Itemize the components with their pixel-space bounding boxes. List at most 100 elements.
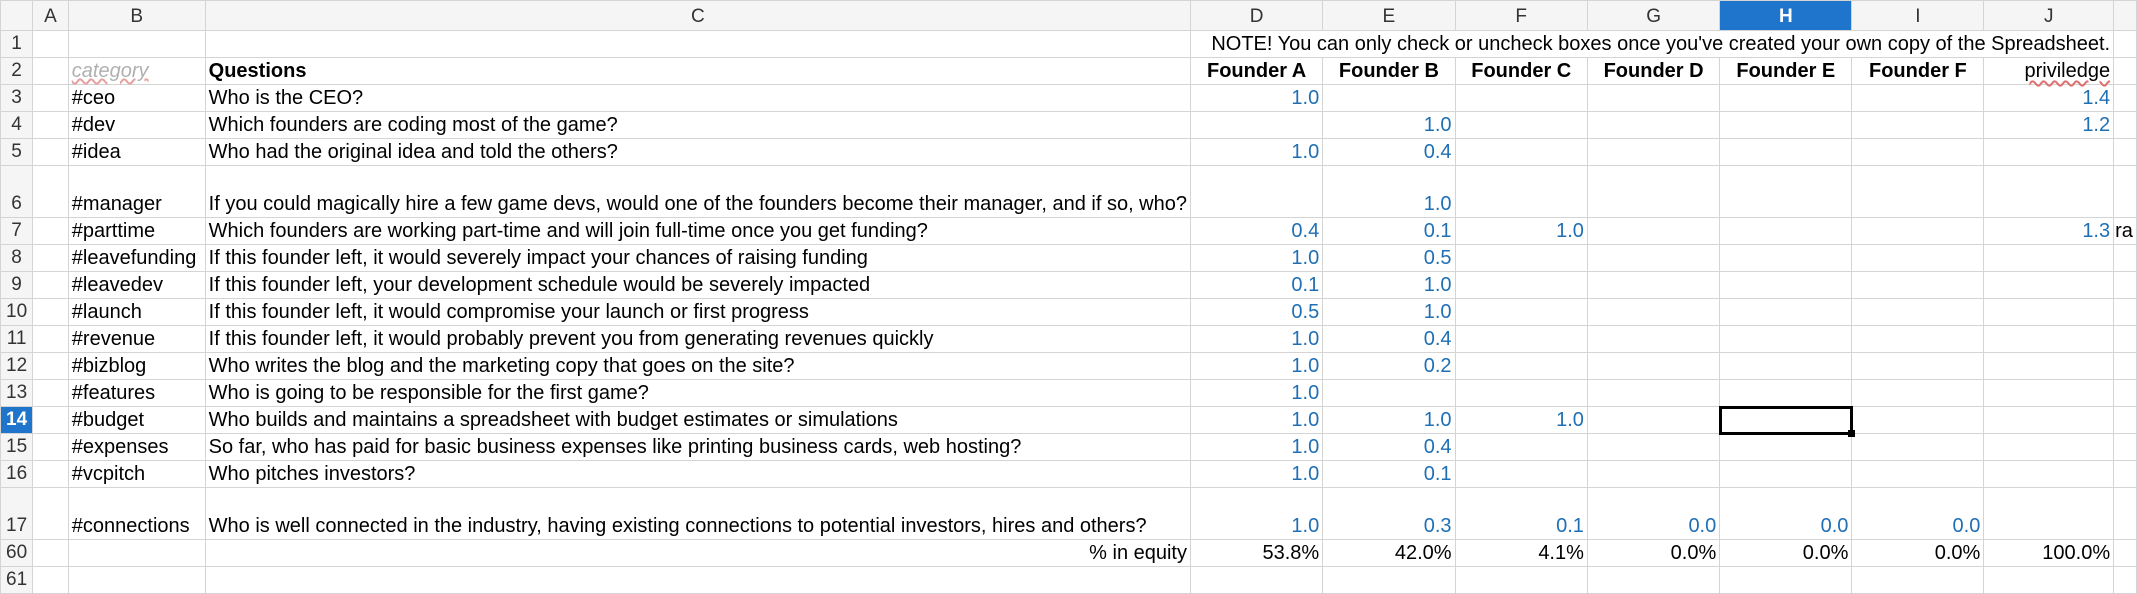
row-header[interactable]: 12	[0, 352, 34, 380]
cell[interactable]	[2113, 379, 2137, 407]
cell[interactable]	[32, 487, 69, 540]
priviledge-value[interactable]	[1983, 298, 2115, 326]
note-cell[interactable]: NOTE! You can only check or uncheck boxe…	[1189, 30, 2115, 58]
score-founder-a[interactable]: 0.5	[1189, 298, 1324, 326]
score-founder-e[interactable]	[1719, 460, 1853, 488]
cell[interactable]	[2113, 57, 2137, 85]
score-founder-e[interactable]	[1719, 111, 1853, 139]
cell[interactable]	[2113, 271, 2137, 299]
question-text[interactable]: Who builds and maintains a spreadsheet w…	[204, 406, 1192, 434]
equity-founder-a[interactable]: 53.8%	[1189, 539, 1324, 567]
question-text[interactable]: Which founders are coding most of the ga…	[204, 111, 1192, 139]
score-founder-f[interactable]	[1851, 352, 1985, 380]
question-text[interactable]: Who is well connected in the industry, h…	[204, 487, 1192, 540]
priviledge-value[interactable]	[1983, 487, 2115, 540]
score-founder-a[interactable]: 1.0	[1189, 460, 1324, 488]
score-founder-c[interactable]	[1454, 352, 1588, 380]
cell[interactable]	[1851, 566, 1985, 594]
equity-founder-f[interactable]: 0.0%	[1851, 539, 1985, 567]
score-founder-b[interactable]: 0.5	[1322, 244, 1456, 272]
score-founder-a[interactable]	[1189, 165, 1324, 218]
score-founder-a[interactable]	[1189, 111, 1324, 139]
score-founder-f[interactable]	[1851, 271, 1985, 299]
cell[interactable]	[1719, 566, 1853, 594]
score-founder-c[interactable]: 1.0	[1454, 217, 1588, 245]
score-founder-b[interactable]: 0.3	[1322, 487, 1456, 540]
score-founder-d[interactable]	[1586, 460, 1721, 488]
row-header[interactable]: 5	[0, 138, 34, 166]
question-text[interactable]: So far, who has paid for basic business …	[204, 433, 1192, 461]
question-text[interactable]: Which founders are working part-time and…	[204, 217, 1192, 245]
score-founder-d[interactable]	[1586, 433, 1721, 461]
score-founder-c[interactable]	[1454, 244, 1588, 272]
priviledge-value[interactable]: 1.2	[1983, 111, 2115, 139]
equity-founder-c[interactable]: 4.1%	[1454, 539, 1588, 567]
equity-founder-d[interactable]: 0.0%	[1586, 539, 1721, 567]
question-text[interactable]: Who writes the blog and the marketing co…	[204, 352, 1192, 380]
category-tag[interactable]: #leavedev	[67, 271, 206, 299]
cell[interactable]	[1322, 566, 1456, 594]
category-tag[interactable]: #idea	[67, 138, 206, 166]
score-founder-d[interactable]	[1586, 379, 1721, 407]
cell[interactable]	[32, 138, 69, 166]
priviledge-value[interactable]	[1983, 460, 2115, 488]
row-header[interactable]: 60	[0, 539, 34, 567]
category-tag[interactable]: #revenue	[67, 325, 206, 353]
cell[interactable]	[1586, 566, 1721, 594]
cell[interactable]	[2113, 138, 2137, 166]
score-founder-e[interactable]	[1719, 165, 1853, 218]
priviledge-value[interactable]	[1983, 379, 2115, 407]
score-founder-c[interactable]	[1454, 298, 1588, 326]
row-header[interactable]: 14	[0, 406, 34, 434]
priviledge-value[interactable]	[1983, 325, 2115, 353]
cell[interactable]	[32, 111, 69, 139]
score-founder-c[interactable]	[1454, 138, 1588, 166]
row-header[interactable]: 17	[0, 487, 34, 540]
cell[interactable]	[2113, 298, 2137, 326]
category-tag[interactable]: #expenses	[67, 433, 206, 461]
row-header[interactable]: 9	[0, 271, 34, 299]
priviledge-value[interactable]	[1983, 433, 2115, 461]
score-founder-e[interactable]	[1719, 433, 1853, 461]
question-text[interactable]: If this founder left, it would severely …	[204, 244, 1192, 272]
score-founder-a[interactable]: 1.0	[1189, 379, 1324, 407]
cell[interactable]	[2113, 539, 2137, 567]
column-header-j[interactable]: J	[1983, 0, 2115, 31]
score-founder-a[interactable]: 0.4	[1189, 217, 1324, 245]
score-founder-e[interactable]	[1719, 298, 1853, 326]
select-all-corner[interactable]	[0, 0, 34, 31]
score-founder-f[interactable]	[1851, 325, 1985, 353]
score-founder-c[interactable]	[1454, 325, 1588, 353]
score-founder-f[interactable]	[1851, 379, 1985, 407]
score-founder-e[interactable]	[1718, 405, 1857, 438]
cell[interactable]	[32, 406, 69, 434]
score-founder-d[interactable]	[1586, 138, 1721, 166]
cell[interactable]	[32, 460, 69, 488]
score-founder-e[interactable]	[1719, 379, 1853, 407]
founder-b-header[interactable]: Founder B	[1322, 57, 1456, 85]
row-header[interactable]: 61	[0, 566, 34, 594]
score-founder-d[interactable]	[1586, 325, 1721, 353]
cell[interactable]	[32, 325, 69, 353]
row-header[interactable]: 16	[0, 460, 34, 488]
column-header-h[interactable]: H	[1719, 0, 1853, 31]
priviledge-value[interactable]	[1983, 138, 2115, 166]
score-founder-d[interactable]: 0.0	[1586, 487, 1721, 540]
cell[interactable]	[67, 539, 206, 567]
row-header[interactable]: 10	[0, 298, 34, 326]
priviledge-value[interactable]: 1.3	[1983, 217, 2115, 245]
row-header[interactable]: 13	[0, 379, 34, 407]
cell[interactable]	[2113, 352, 2137, 380]
founder-d-header[interactable]: Founder D	[1586, 57, 1721, 85]
score-founder-d[interactable]	[1586, 111, 1721, 139]
score-founder-f[interactable]	[1851, 111, 1985, 139]
priviledge-value[interactable]	[1983, 271, 2115, 299]
cell[interactable]	[204, 566, 1192, 594]
cell[interactable]	[2113, 84, 2137, 112]
category-tag[interactable]: #vcpitch	[67, 460, 206, 488]
row-header[interactable]: 7	[0, 217, 34, 245]
priviledge-value[interactable]	[1983, 165, 2115, 218]
priviledge-value[interactable]	[1983, 406, 2115, 434]
category-tag[interactable]: #budget	[67, 406, 206, 434]
score-founder-f[interactable]	[1851, 217, 1985, 245]
